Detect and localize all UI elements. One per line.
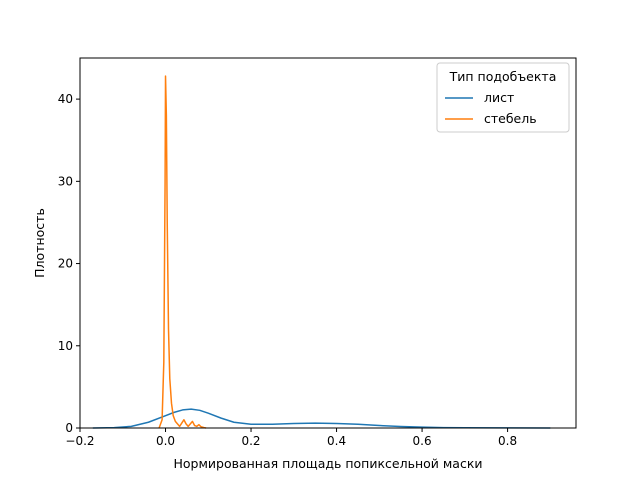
y-tick-label: 0 [65, 421, 73, 435]
x-tick-label: 0.2 [241, 434, 260, 448]
x-tick-label: 0.6 [413, 434, 432, 448]
x-tick-label: 0.0 [156, 434, 175, 448]
y-axis-ticks: 0 10 20 30 40 [58, 92, 80, 435]
plot-lines [92, 75, 551, 429]
x-axis-label: Нормированная площадь попиксельной маски [173, 456, 482, 471]
y-axis-label: Плотность [32, 208, 47, 278]
x-axis-ticks: −0.2 0.0 0.2 0.4 0.6 0.8 [65, 428, 517, 448]
series-line-стебель [158, 75, 207, 429]
y-tick-label: 40 [58, 92, 73, 106]
legend-title: Тип подобъекта [449, 69, 557, 84]
y-tick-label: 20 [58, 257, 73, 271]
legend: Тип подобъекта лист стебель [436, 62, 570, 133]
x-tick-label: 0.8 [498, 434, 517, 448]
x-tick-label: 0.4 [327, 434, 346, 448]
y-tick-label: 10 [58, 339, 73, 353]
legend-entries: лист стебель [445, 90, 537, 126]
series-line-лист [92, 408, 551, 429]
x-tick-label: −0.2 [65, 434, 94, 448]
axes-frame [79, 57, 577, 429]
legend-label: лист [484, 90, 514, 105]
legend-box [436, 62, 570, 133]
y-tick-label: 30 [58, 174, 73, 188]
legend-label: стебель [484, 111, 537, 126]
